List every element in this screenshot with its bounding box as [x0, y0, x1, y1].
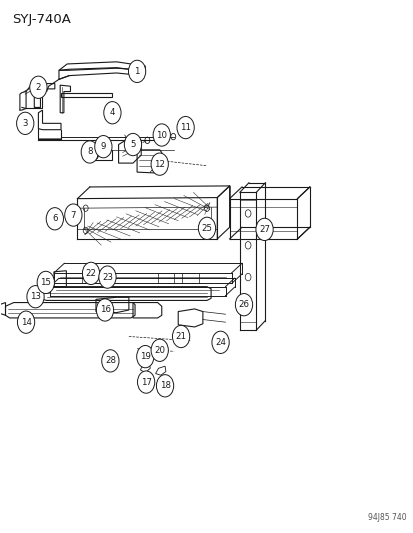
Circle shape [64, 204, 82, 226]
Circle shape [151, 339, 168, 361]
Circle shape [96, 299, 114, 321]
Circle shape [92, 151, 98, 159]
Text: 10: 10 [156, 131, 167, 140]
Text: 4: 4 [109, 108, 115, 117]
Text: 15: 15 [40, 278, 51, 287]
Circle shape [235, 294, 252, 316]
Text: 24: 24 [214, 338, 225, 347]
Text: 9: 9 [100, 142, 106, 151]
Circle shape [176, 116, 194, 139]
Circle shape [137, 371, 154, 393]
Text: 18: 18 [159, 381, 170, 390]
Circle shape [255, 218, 273, 240]
Text: 7: 7 [71, 211, 76, 220]
Text: 25: 25 [201, 224, 212, 233]
Text: 1: 1 [134, 67, 140, 76]
Text: 16: 16 [99, 305, 110, 314]
Circle shape [102, 350, 119, 372]
Circle shape [198, 217, 215, 239]
Circle shape [128, 60, 145, 83]
Text: 2: 2 [36, 83, 41, 92]
Text: 6: 6 [52, 214, 57, 223]
Circle shape [17, 311, 35, 333]
Text: 14: 14 [21, 318, 31, 327]
Circle shape [211, 331, 229, 353]
Circle shape [172, 325, 189, 348]
Circle shape [37, 271, 54, 294]
Circle shape [151, 153, 168, 175]
Text: 17: 17 [140, 377, 151, 386]
Text: 11: 11 [180, 123, 191, 132]
Circle shape [136, 345, 154, 368]
Text: 13: 13 [30, 292, 41, 301]
Circle shape [124, 133, 141, 156]
Text: 3: 3 [22, 119, 28, 128]
Circle shape [30, 76, 47, 99]
Text: 19: 19 [140, 352, 150, 361]
Circle shape [17, 112, 34, 134]
Circle shape [104, 102, 121, 124]
Text: 5: 5 [130, 140, 135, 149]
Text: 94J85 740: 94J85 740 [367, 513, 406, 522]
Text: 26: 26 [238, 300, 249, 309]
Circle shape [156, 375, 173, 397]
Text: 21: 21 [175, 332, 186, 341]
Text: 8: 8 [87, 148, 93, 157]
Circle shape [153, 124, 170, 146]
Text: 20: 20 [154, 346, 165, 355]
Circle shape [27, 286, 44, 308]
Text: 27: 27 [259, 225, 269, 234]
Circle shape [95, 135, 112, 158]
Text: 12: 12 [154, 160, 165, 168]
Circle shape [46, 208, 63, 230]
Text: SYJ-740A: SYJ-740A [12, 13, 70, 26]
Text: 22: 22 [85, 269, 96, 278]
Text: 23: 23 [102, 272, 113, 281]
Circle shape [81, 141, 98, 163]
Text: 28: 28 [104, 357, 116, 366]
Circle shape [82, 262, 100, 285]
Circle shape [99, 266, 116, 288]
